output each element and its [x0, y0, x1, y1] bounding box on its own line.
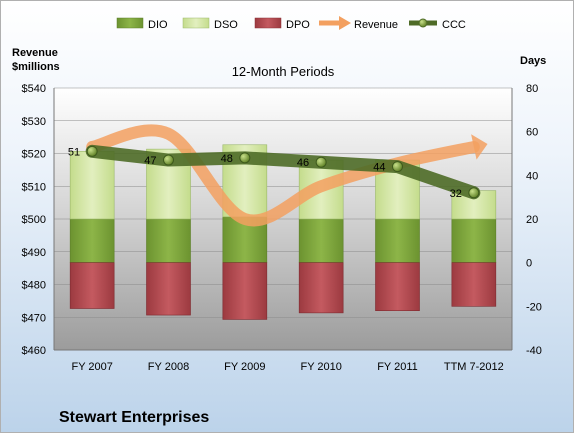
- bar-dio: [298, 218, 344, 263]
- y-left-label-line1: Revenue: [12, 47, 58, 59]
- chart-title: 12-Month Periods: [232, 64, 335, 79]
- x-tick-label: FY 2009: [224, 361, 265, 373]
- y-left-tick-label: $540: [22, 83, 46, 95]
- y-left-ticks: $460 $470 $480 $490 $500 $510 $520 $530 $540: [22, 83, 46, 357]
- ccc-point: [86, 145, 98, 157]
- ccc-point: [468, 187, 480, 199]
- x-tick-label: FY 2007: [71, 361, 112, 373]
- ccc-data-label: 44: [373, 162, 385, 174]
- y-right-label: Days: [520, 55, 546, 67]
- y-left-tick-label: $460: [22, 345, 46, 357]
- bar-dio: [451, 218, 497, 263]
- bar-dpo: [375, 262, 420, 311]
- x-tick-label: TTM 7-2012: [444, 361, 504, 373]
- legend-swatch-dso: [182, 17, 210, 29]
- bar-dpo: [298, 262, 344, 314]
- legend-label-ccc: CCC: [442, 19, 466, 31]
- y-left-tick-label: $500: [22, 214, 46, 226]
- y-right-ticks: -40 -20 0 20 40 60 80: [526, 83, 542, 357]
- legend-label-dso: DSO: [214, 19, 238, 31]
- y-right-tick-label: 20: [526, 214, 538, 226]
- bar-dio: [146, 218, 191, 263]
- ccc-data-label: 47: [144, 155, 156, 167]
- legend-arrow-icon: [319, 16, 351, 30]
- y-right-tick-label: 60: [526, 127, 538, 139]
- y-right-tick-label: -40: [526, 345, 542, 357]
- ccc-line: [85, 144, 481, 200]
- x-tick-label: FY 2008: [148, 361, 189, 373]
- x-tick-label: FY 2011: [377, 361, 418, 373]
- ccc-point: [392, 161, 403, 173]
- y-left-tick-label: $490: [22, 247, 46, 259]
- bar-dpo: [146, 262, 191, 316]
- y-left-tick-label: $480: [22, 280, 46, 292]
- legend-label-dio: DIO: [148, 19, 168, 31]
- legend-line-dot-icon: [409, 18, 437, 28]
- gridlines: [53, 87, 513, 351]
- ccc-data-label: 51: [68, 146, 80, 158]
- bar-dio: [375, 218, 420, 263]
- bar-dio: [69, 218, 115, 263]
- legend-label-revenue: Revenue: [354, 19, 398, 31]
- ccc-series: 51 47 48 46 44 32: [68, 144, 481, 200]
- bar-dpo: [451, 262, 497, 307]
- y-right-tick-label: 80: [526, 83, 538, 95]
- bar-dpo: [69, 262, 115, 309]
- y-left-tick-label: $510: [22, 181, 46, 193]
- x-tick-label: FY 2010: [300, 361, 341, 373]
- bar-dso: [69, 151, 115, 220]
- legend: DIO DSO DPO Revenue CCC: [116, 16, 466, 31]
- legend-label-dpo: DPO: [286, 19, 310, 31]
- ccc-point: [239, 152, 251, 164]
- x-ticks: FY 2007 FY 2008 FY 2009 FY 2010 FY 2011 TTM 7…: [71, 361, 503, 373]
- ccc-point: [163, 154, 174, 166]
- y-right-tick-label: 40: [526, 170, 538, 182]
- y-left-tick-label: $470: [22, 312, 46, 324]
- y-right-tick-label: -20: [526, 301, 542, 313]
- y-right-tick-label: 0: [526, 258, 532, 270]
- ccc-data-label: 32: [450, 188, 462, 200]
- legend-swatch-dio: [116, 17, 144, 29]
- y-left-label-line2: $millions: [12, 61, 60, 73]
- ccc-data-label: 46: [297, 157, 309, 169]
- ccc-data-label: 48: [221, 153, 233, 165]
- legend-swatch-dpo: [254, 17, 282, 29]
- company-name: Stewart Enterprises: [59, 409, 209, 426]
- ccc-point: [315, 156, 327, 168]
- y-left-tick-label: $530: [22, 116, 46, 128]
- revenue-arrowhead: [471, 134, 488, 160]
- y-left-tick-label: $520: [22, 149, 46, 161]
- bar-dpo: [222, 262, 268, 320]
